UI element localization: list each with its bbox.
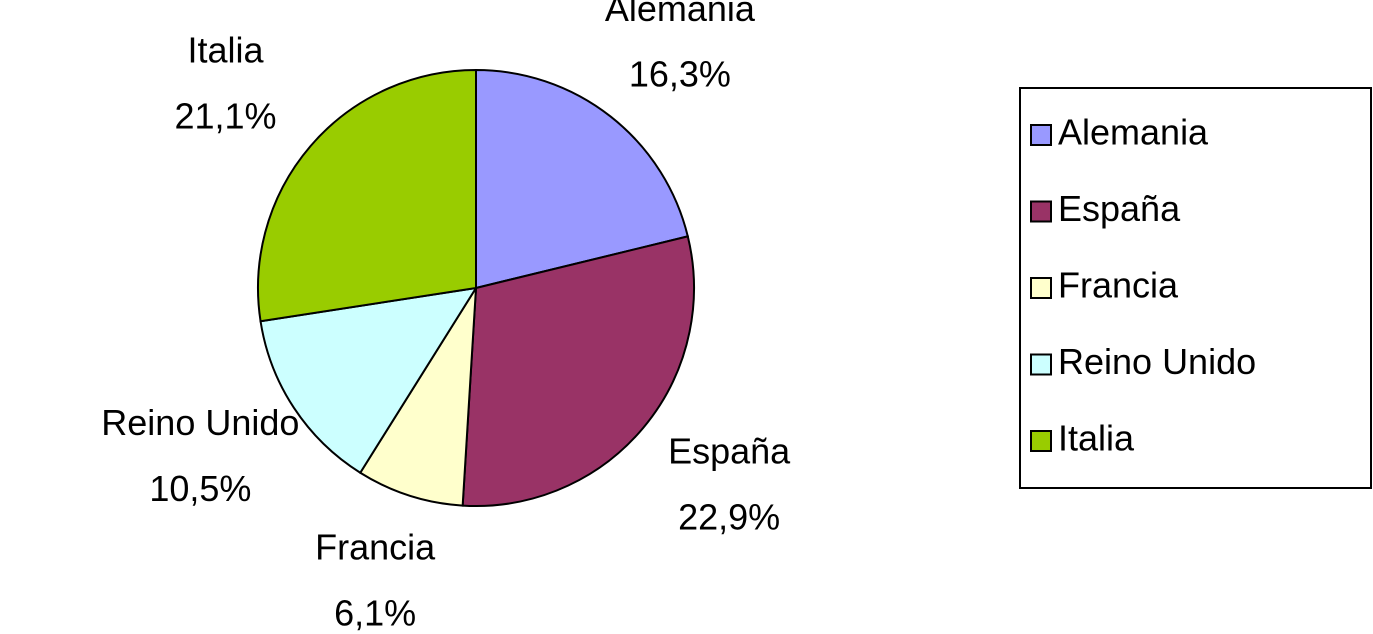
pie-slice — [461, 235, 695, 507]
legend-box — [1019, 87, 1372, 489]
slice-label: Italia — [187, 30, 264, 71]
legend-label: Francia — [1058, 265, 1179, 306]
legend-swatch — [1030, 430, 1052, 452]
slice-label: España — [668, 430, 791, 471]
pie-slice — [358, 287, 477, 507]
pie-slice — [259, 286, 479, 475]
legend-swatch — [1030, 277, 1052, 299]
slice-value-label: 21,1% — [174, 96, 276, 137]
legend-swatch — [1030, 124, 1052, 146]
slice-value-label: 10,5% — [149, 468, 251, 509]
slice-value-label: 22,9% — [678, 496, 780, 537]
slice-value-label: 16,3% — [629, 54, 731, 95]
slice-label: Francia — [315, 527, 436, 568]
pie-slice — [475, 68, 690, 290]
legend-label: España — [1058, 188, 1181, 229]
legend-swatch — [1030, 200, 1052, 223]
legend-swatch — [1030, 353, 1052, 376]
slice-label: Reino Unido — [101, 402, 299, 443]
pie-slice — [257, 68, 477, 323]
legend-label: Italia — [1058, 418, 1135, 459]
slice-label: Alemania — [605, 0, 756, 29]
legend-label: Alemania — [1058, 112, 1209, 153]
legend-label: Reino Unido — [1058, 341, 1256, 382]
slice-value-label: 6,1% — [334, 593, 416, 634]
